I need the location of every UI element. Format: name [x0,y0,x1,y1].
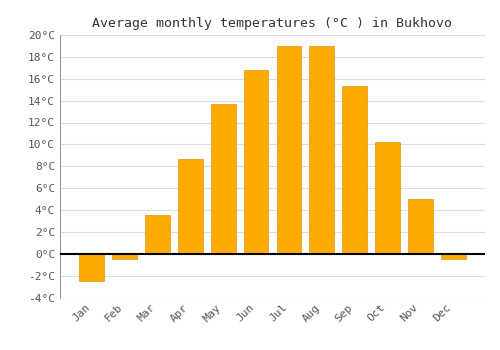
Bar [145,216,170,254]
Bar [310,46,334,254]
Bar [441,254,466,259]
Bar [408,199,433,254]
Bar [80,254,104,281]
Bar [342,86,367,254]
Bar [376,142,400,254]
Bar [276,46,301,254]
Bar [211,104,236,254]
Title: Average monthly temperatures (°C ) in Bukhovo: Average monthly temperatures (°C ) in Bu… [92,17,452,30]
Bar [244,70,268,254]
Bar [178,159,203,254]
Bar [112,254,137,259]
